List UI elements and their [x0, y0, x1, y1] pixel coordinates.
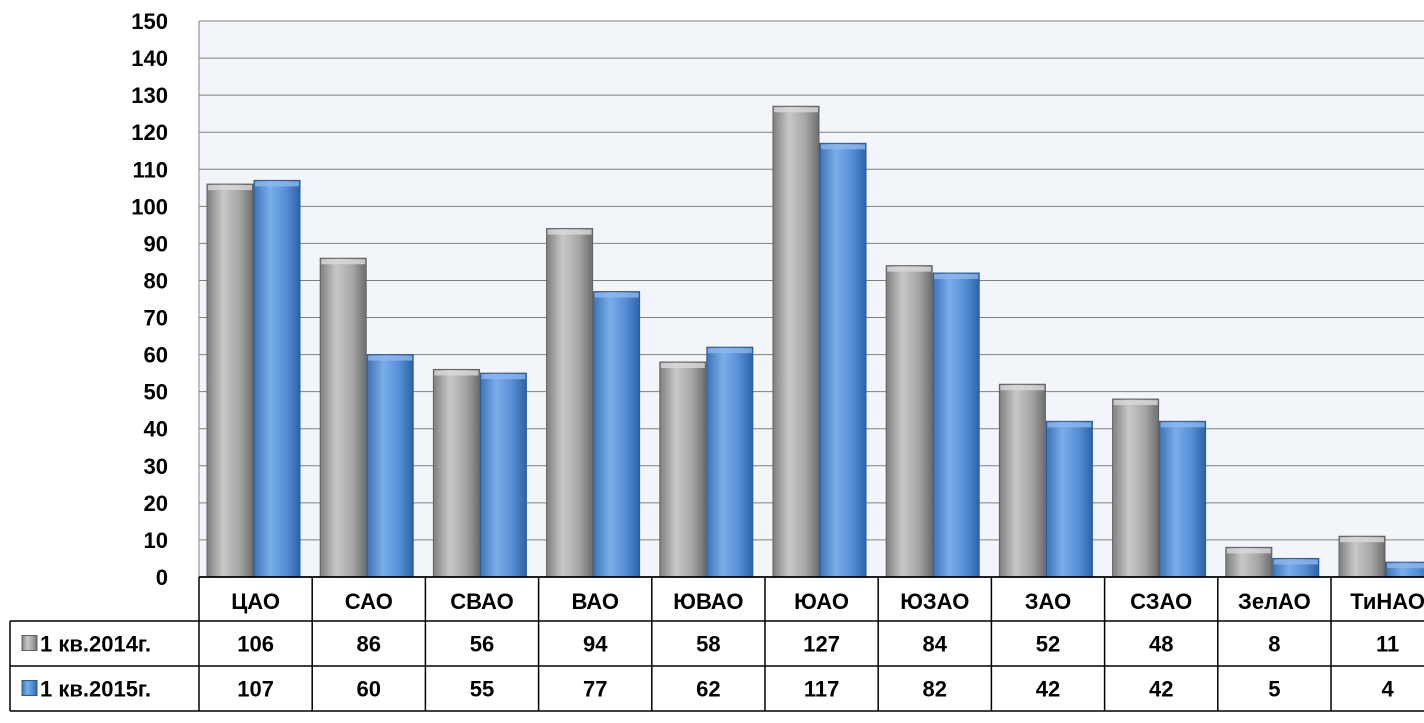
bar-series2: [479, 372, 527, 578]
data-label: 42: [1036, 677, 1060, 702]
y-tick-label: 100: [131, 194, 168, 219]
data-label: 8: [1268, 632, 1280, 657]
y-tick-label: 40: [144, 417, 168, 442]
x-tick-label: ЮВАО: [673, 589, 743, 614]
bar-series2: [819, 142, 867, 578]
bar-cap: [481, 374, 526, 380]
y-tick-label: 20: [144, 491, 168, 516]
x-tick-label: ЗАО: [1025, 589, 1072, 614]
y-tick-label: 130: [131, 83, 168, 108]
data-label: 55: [470, 677, 494, 702]
bar-series1: [1338, 535, 1386, 578]
bar-cap: [821, 144, 865, 150]
bar-series1: [885, 265, 933, 578]
bar-cap: [1273, 559, 1318, 565]
bar-series1: [319, 257, 367, 578]
x-tick-label: ЦАО: [231, 589, 280, 614]
bar-cap: [1387, 563, 1424, 569]
x-tick-label: ВАО: [571, 589, 619, 614]
data-label: 77: [583, 677, 607, 702]
x-tick-label: ЗелАО: [1238, 589, 1311, 614]
bar-cap: [1047, 422, 1092, 428]
y-tick-label: 90: [144, 231, 168, 256]
y-tick-label: 120: [131, 120, 168, 145]
bar-series1: [772, 105, 820, 578]
bar-cap: [1160, 422, 1205, 428]
legend-swatch: [21, 635, 38, 651]
legend-label: 1 кв.2015г.: [40, 677, 151, 702]
data-label: 52: [1036, 632, 1060, 657]
data-label: 42: [1149, 677, 1173, 702]
data-label: 117: [804, 677, 840, 702]
bar-series2: [706, 346, 754, 578]
bar-cap: [887, 266, 932, 272]
data-label: 86: [357, 632, 381, 657]
legend-swatch: [21, 680, 38, 696]
data-label: 107: [237, 677, 274, 702]
y-tick-label: 70: [144, 306, 168, 331]
y-tick-label: 0: [156, 565, 168, 590]
data-label: 62: [696, 677, 720, 702]
x-tick-label: ТиНАО: [1350, 589, 1424, 614]
y-tick-label: 50: [144, 380, 168, 405]
bar-cap: [1226, 548, 1271, 554]
bar-series2: [593, 291, 641, 578]
bar-series2: [1045, 420, 1093, 578]
x-tick-label: САО: [345, 589, 393, 614]
data-label: 82: [923, 677, 947, 702]
y-tick-label: 60: [144, 343, 168, 368]
bar-cap: [368, 355, 413, 361]
bar-series1: [432, 368, 480, 578]
bar-cap: [594, 292, 639, 298]
bar-cap: [208, 185, 252, 191]
bar-cap: [707, 348, 752, 354]
bar-series1: [1112, 398, 1160, 578]
x-tick-label: СЗАО: [1130, 589, 1192, 614]
bar-series2: [253, 179, 301, 578]
data-label: 106: [237, 632, 274, 657]
y-tick-label: 30: [144, 454, 168, 479]
y-tick-label: 80: [144, 268, 168, 293]
x-tick-label: ЮАО: [794, 589, 849, 614]
bar-cap: [321, 259, 366, 265]
data-label: 4: [1381, 677, 1394, 702]
data-label: 94: [583, 632, 608, 657]
y-tick-label: 110: [133, 157, 169, 182]
bar-cap: [255, 181, 299, 187]
bar-cap: [547, 229, 592, 235]
bar-series1: [546, 228, 594, 578]
x-tick-label: СВАО: [450, 589, 513, 614]
data-label: 56: [470, 632, 494, 657]
y-tick-label: 10: [144, 528, 168, 553]
data-label: 84: [923, 632, 948, 657]
data-label: 60: [357, 677, 381, 702]
bar-series2: [932, 272, 980, 578]
bar-cap: [1340, 537, 1384, 543]
x-tick-label: ЮЗАО: [900, 589, 969, 614]
bar-cap: [774, 107, 818, 113]
bar-cap: [1113, 400, 1158, 406]
bar-series1: [659, 361, 707, 578]
data-label: 58: [696, 632, 720, 657]
data-label: 48: [1149, 632, 1173, 657]
bar-series2: [1159, 420, 1207, 578]
bar-series2: [366, 354, 414, 578]
bar-cap: [1000, 385, 1045, 391]
data-label: 5: [1268, 677, 1280, 702]
bar-series1: [998, 383, 1046, 578]
legend-label: 1 кв.2014г.: [40, 632, 151, 657]
y-tick-label: 150: [131, 9, 168, 34]
data-label: 127: [803, 632, 840, 657]
bar-cap: [660, 363, 705, 369]
y-tick-label: 140: [131, 46, 168, 71]
bar-cap: [434, 370, 479, 376]
bar-cap: [934, 274, 979, 280]
data-label: 11: [1376, 632, 1399, 657]
bar-series1: [206, 183, 254, 578]
